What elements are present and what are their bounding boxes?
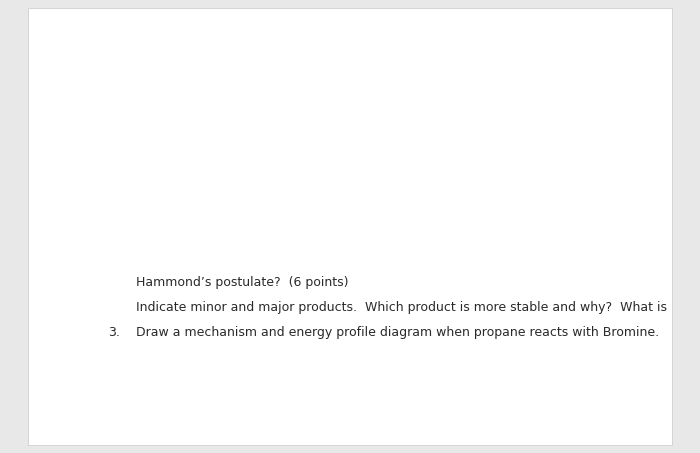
Text: Hammond’s postulate?  (6 points): Hammond’s postulate? (6 points): [136, 276, 349, 289]
Text: Draw a mechanism and energy profile diagram when propane reacts with Bromine.: Draw a mechanism and energy profile diag…: [136, 326, 659, 339]
Text: 3.: 3.: [108, 326, 120, 339]
Text: Indicate minor and major products.  Which product is more stable and why?  What : Indicate minor and major products. Which…: [136, 301, 668, 314]
